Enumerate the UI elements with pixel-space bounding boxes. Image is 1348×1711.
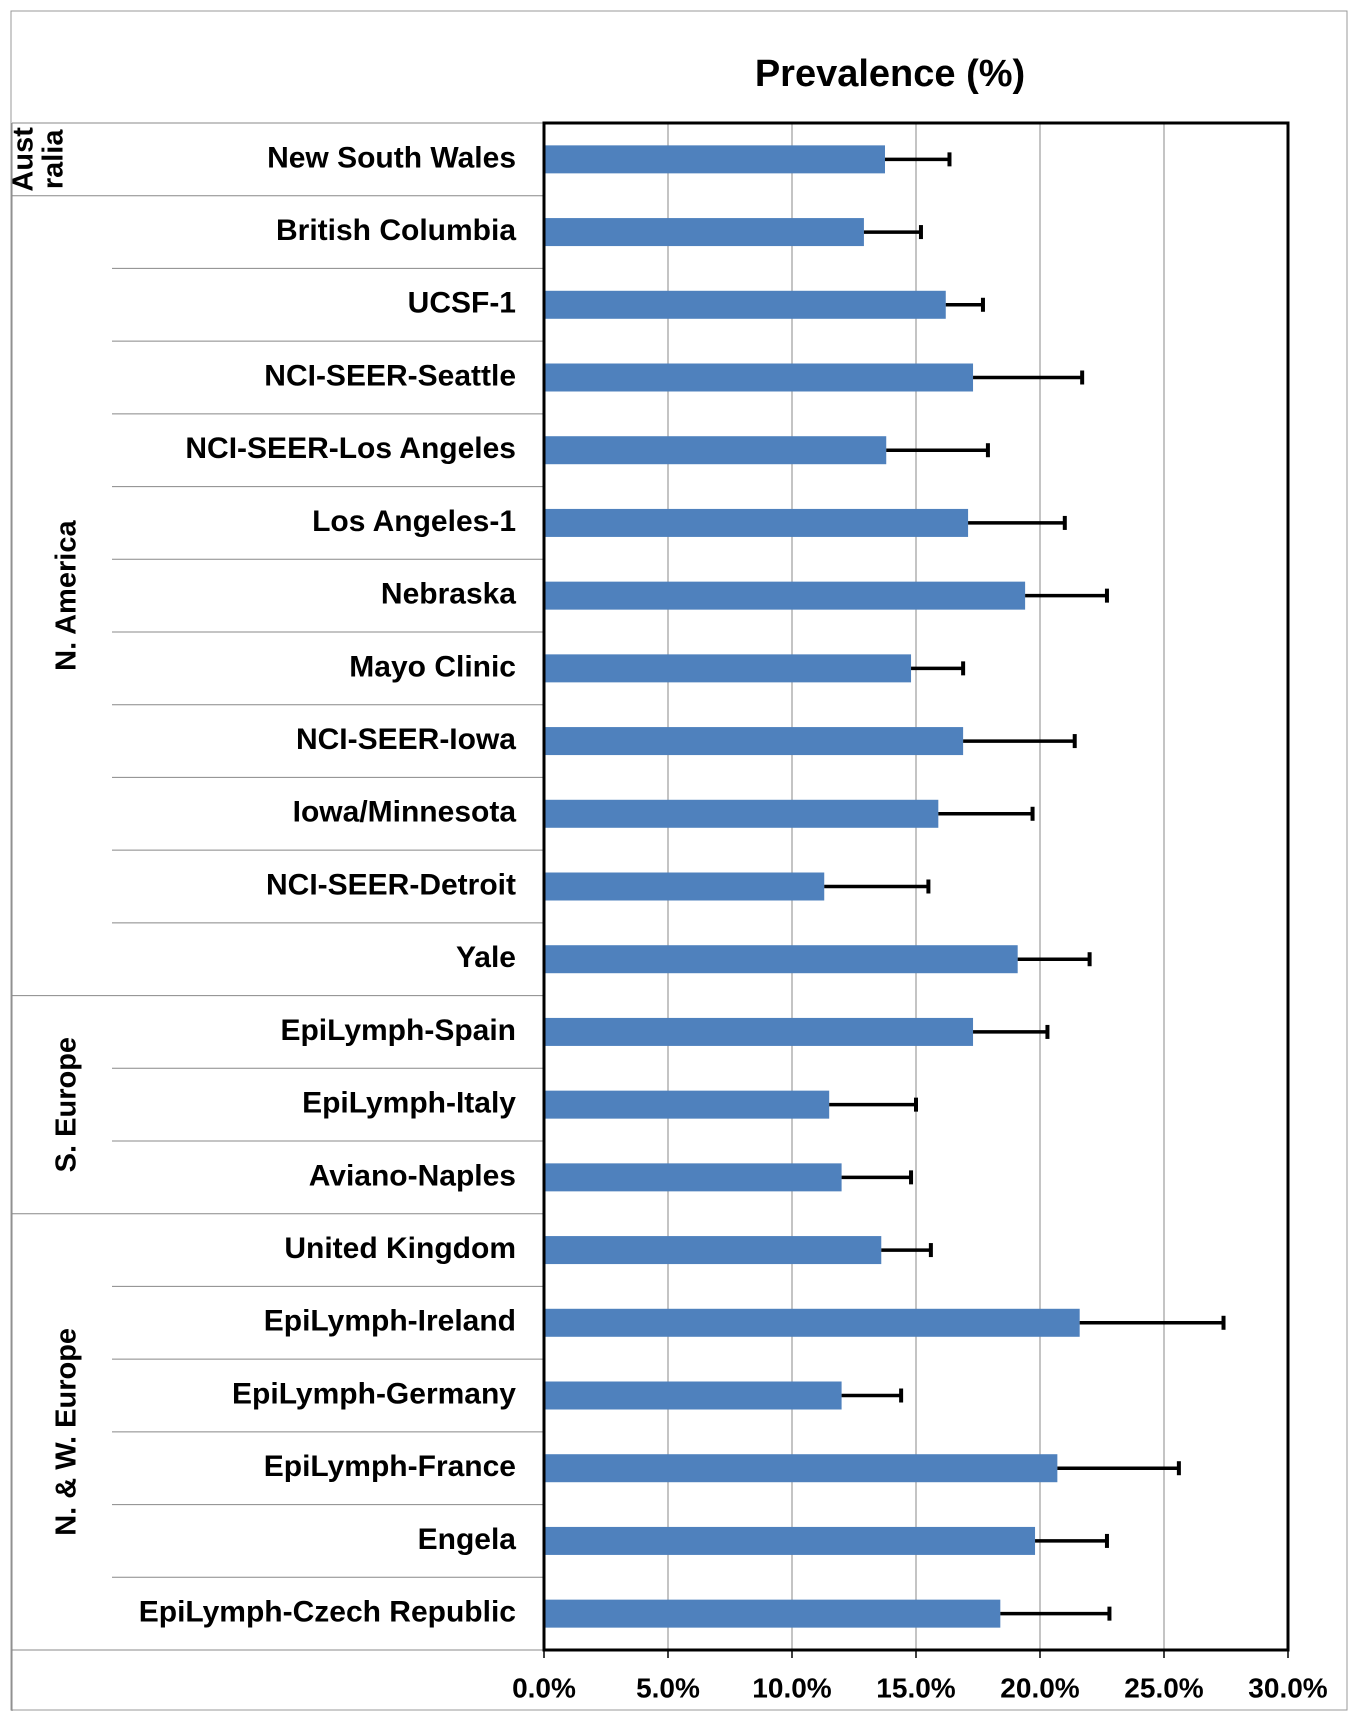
category-label: UCSF-1 [408, 287, 516, 320]
bar [544, 1526, 1036, 1555]
category-label: EpiLymph-France [264, 1450, 516, 1483]
bar [544, 1163, 842, 1192]
group-label: Aust [8, 127, 40, 192]
x-tick-label: 0.0% [512, 1672, 576, 1703]
bar [544, 727, 964, 756]
bar [544, 290, 946, 319]
bar [544, 799, 939, 828]
bar [544, 1599, 1001, 1628]
chart-title: Prevalence (%) [755, 53, 1025, 95]
group-label: N. America [51, 520, 83, 671]
category-label: Aviano-Naples [309, 1159, 516, 1192]
category-label: EpiLymph-Spain [280, 1014, 516, 1047]
category-label: EpiLymph-Italy [302, 1087, 516, 1120]
category-label: EpiLymph-Ireland [264, 1305, 516, 1338]
bar [544, 218, 864, 247]
category-label: United Kingdom [284, 1232, 516, 1265]
group-label: S. Europe [51, 1037, 83, 1172]
category-label: Mayo Clinic [349, 650, 516, 683]
bar [544, 1236, 882, 1265]
bar [544, 1090, 830, 1119]
x-tick-label: 20.0% [1000, 1672, 1079, 1703]
category-label: Nebraska [381, 578, 516, 611]
category-label: Yale [456, 941, 516, 974]
category-label: NCI-SEER-Detroit [266, 868, 516, 901]
bar [544, 1454, 1058, 1483]
bar [544, 581, 1026, 610]
category-label: Los Angeles-1 [312, 505, 516, 538]
category-label: NCI-SEER-Seattle [264, 359, 516, 392]
category-label: EpiLymph-Germany [232, 1377, 516, 1410]
category-label: Iowa/Minnesota [293, 796, 517, 829]
category-label: New South Wales [267, 141, 516, 174]
x-tick-label: 15.0% [876, 1672, 955, 1703]
plot-frame [542, 121, 1290, 1652]
category-label: British Columbia [276, 214, 516, 247]
bar [544, 436, 887, 465]
category-label: NCI-SEER-Los Angeles [185, 432, 516, 465]
frame [10, 10, 1348, 1711]
bar [544, 1308, 1080, 1337]
group-label: ralia [38, 129, 70, 190]
bar [544, 872, 825, 901]
bar [544, 1381, 842, 1410]
bar [544, 1017, 974, 1046]
bar [544, 145, 885, 174]
x-tick-label: 10.0% [752, 1672, 831, 1703]
bar [544, 654, 912, 683]
category-label: Engela [418, 1523, 517, 1556]
group-label: N. & W. Europe [51, 1328, 83, 1536]
bar [544, 508, 969, 537]
bar [544, 945, 1018, 974]
x-tick-label: 25.0% [1124, 1672, 1203, 1703]
category-label: NCI-SEER-Iowa [296, 723, 516, 756]
bar [544, 363, 974, 392]
x-tick-label: 30.0% [1248, 1672, 1327, 1703]
x-tick-label: 5.0% [636, 1672, 700, 1703]
category-label: EpiLymph-Czech Republic [139, 1596, 516, 1629]
